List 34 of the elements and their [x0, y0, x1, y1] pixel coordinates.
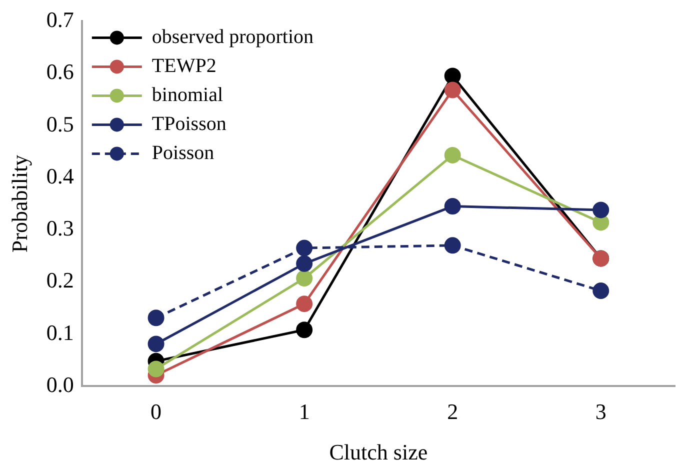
point — [296, 322, 313, 338]
y-tick-label: 0.3 — [46, 216, 74, 241]
point — [592, 202, 610, 218]
legend-label: TPoisson — [152, 112, 226, 135]
y-tick-label: 0.7 — [46, 6, 74, 32]
x-axis-title: Clutch size — [329, 440, 428, 465]
point — [444, 68, 461, 84]
point — [148, 336, 164, 352]
point — [296, 270, 313, 287]
y-tick-label: 0.1 — [46, 320, 74, 345]
point — [444, 237, 461, 254]
y-tick-label: 0.6 — [46, 59, 74, 84]
legend-label: TEWP2 — [152, 54, 216, 77]
x-tick-label: 3 — [595, 399, 606, 424]
point — [296, 296, 313, 312]
point — [444, 198, 461, 215]
y-axis-title: Probability — [6, 154, 32, 253]
point — [592, 282, 610, 300]
point — [296, 255, 313, 272]
x-tick-label: 2 — [447, 399, 458, 424]
y-tick-label: 0.0 — [46, 372, 74, 397]
x-tick-label: 0 — [150, 399, 162, 424]
legend-label: observed proportion — [152, 26, 314, 48]
y-tick-label: 0.2 — [46, 268, 74, 293]
point — [444, 146, 461, 164]
y-tick-label: 0.5 — [46, 111, 74, 136]
legend-label: Poisson — [152, 142, 214, 164]
point — [148, 360, 164, 378]
point — [148, 310, 164, 326]
x-tick-label: 1 — [298, 399, 310, 424]
point — [296, 240, 313, 256]
legend-label: binomial — [152, 84, 224, 106]
point — [444, 82, 461, 98]
y-tick-label: 0.4 — [46, 163, 74, 188]
